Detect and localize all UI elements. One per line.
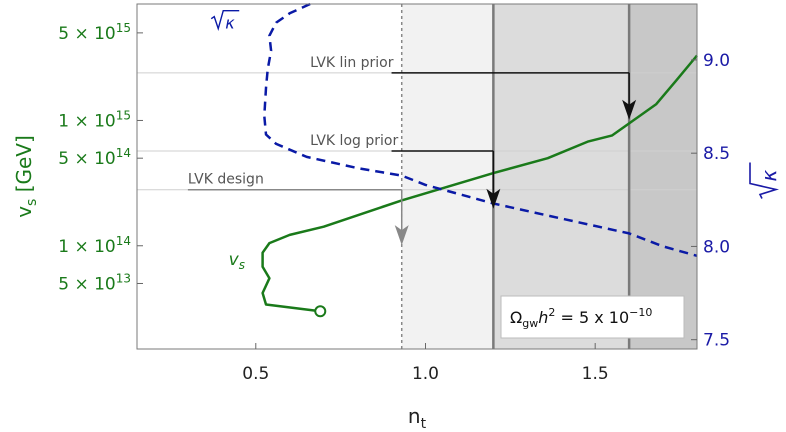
annotation-arrowhead bbox=[394, 225, 409, 246]
y-right-tick-label: 7.5 bbox=[703, 331, 730, 351]
vs-endpoint-marker bbox=[314, 305, 327, 318]
data-series bbox=[261, 2, 698, 318]
omega-subscript: gw bbox=[522, 317, 538, 330]
tick-mantissa: 5 × 10 bbox=[58, 149, 116, 169]
annotations: LVK lin prior LVK log prior LVK design bbox=[187, 55, 637, 246]
annotation-label: LVK design bbox=[188, 172, 264, 188]
tick-exponent: 14 bbox=[116, 146, 131, 160]
tick-exponent: 14 bbox=[116, 234, 131, 248]
y-left-label-main: v bbox=[12, 206, 36, 218]
h-symbol: h bbox=[538, 308, 548, 327]
tick-mantissa: 5 × 10 bbox=[58, 24, 116, 44]
y-right-tick-label: 8.0 bbox=[703, 237, 730, 257]
vs-series-label: vs bbox=[229, 250, 245, 272]
y-left-label-unit: [GeV] bbox=[12, 135, 36, 198]
x-axis-label-main: n bbox=[408, 404, 421, 428]
sqrt-kappa-curve bbox=[263, 2, 698, 258]
tick-mantissa: 1 × 10 bbox=[58, 237, 116, 257]
omega-value: = 5 x 10 bbox=[555, 308, 629, 327]
h-superscript: 2 bbox=[548, 306, 555, 319]
legend-box-background bbox=[500, 295, 685, 339]
tick-mantissa: 5 × 10 bbox=[58, 274, 116, 294]
y-left-tick-label: 5 × 1014 bbox=[58, 146, 131, 169]
y-right-label-text: κ bbox=[757, 170, 781, 182]
y-left-tick-label: 5 × 1015 bbox=[58, 21, 131, 44]
omega-gw-label: Ωgwh2 = 5 x 10−10 bbox=[510, 306, 652, 330]
x-axis-label-sub: t bbox=[421, 416, 427, 432]
vs-label-main: v bbox=[229, 250, 240, 270]
y-right-axis-label: κ bbox=[749, 162, 781, 199]
legend-box: Ωgwh2 = 5 x 10−10 bbox=[500, 295, 685, 339]
y-left-axis-label: vs [GeV] bbox=[12, 135, 40, 218]
tick-exponent: 15 bbox=[116, 108, 131, 122]
x-tick-label: 1.5 bbox=[582, 364, 609, 384]
x-tick-label: 0.5 bbox=[242, 364, 269, 384]
shaded-regions bbox=[401, 4, 697, 349]
annotation-label: LVK log prior bbox=[310, 133, 398, 149]
omega-exponent: −10 bbox=[629, 306, 652, 319]
x-tick-label: 1.0 bbox=[412, 364, 439, 384]
vs-curve bbox=[261, 54, 698, 313]
shaded-region bbox=[629, 4, 697, 349]
y-left-tick-label: 1 × 1015 bbox=[58, 108, 131, 131]
annotation-arrowhead bbox=[622, 99, 637, 120]
kappa-series-label: κ bbox=[225, 14, 235, 33]
annotation-arrowhead bbox=[486, 188, 501, 209]
kappa-label-radical bbox=[210, 9, 240, 32]
y-right-label-radical bbox=[749, 162, 780, 199]
y-left-tick-label: 1 × 1014 bbox=[58, 234, 131, 257]
shaded-region bbox=[493, 4, 630, 349]
vs-label-sub: s bbox=[239, 258, 245, 272]
plot-frame bbox=[136, 3, 698, 350]
y-left-tick-label: 5 × 1013 bbox=[58, 271, 131, 294]
omega-symbol: Ω bbox=[510, 308, 522, 327]
y-right-tick-label: 8.5 bbox=[703, 144, 730, 164]
tick-mantissa: 1 × 10 bbox=[58, 111, 116, 131]
y-left-label-sub: s bbox=[24, 199, 40, 206]
tick-exponent: 13 bbox=[116, 271, 131, 285]
x-axis-label: nt bbox=[408, 404, 427, 432]
annotation-label: LVK lin prior bbox=[310, 55, 394, 71]
tick-exponent: 15 bbox=[116, 21, 131, 35]
y-right-tick-label: 9.0 bbox=[703, 51, 730, 71]
